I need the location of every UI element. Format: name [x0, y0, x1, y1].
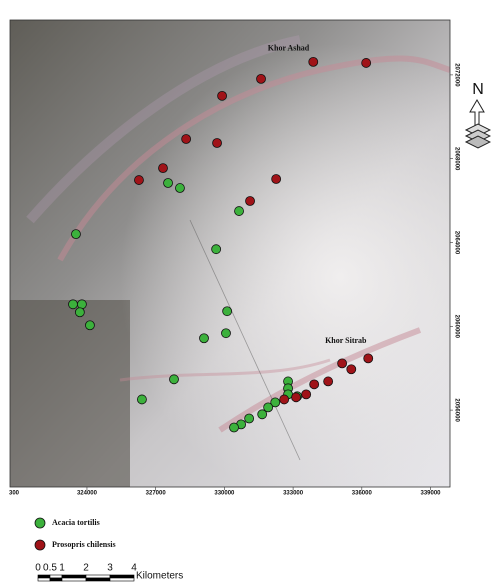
scale-label: 1 — [59, 563, 65, 574]
point — [175, 183, 185, 193]
point — [134, 175, 144, 185]
north-label: N — [472, 81, 484, 98]
x-tick-label: 324000 — [77, 491, 98, 497]
scale-unit: Kilometers — [136, 571, 183, 582]
scale-segment — [49, 577, 63, 582]
point — [301, 389, 312, 400]
point — [158, 163, 168, 174]
north-arrow: N — [464, 81, 491, 149]
point — [211, 244, 222, 255]
legend-marker — [34, 517, 46, 529]
point — [199, 333, 209, 344]
legend-marker — [34, 539, 46, 551]
x-tick-label: 333000 — [283, 491, 304, 497]
point — [221, 328, 231, 339]
legend-label: Prosopris chilensis — [52, 540, 116, 549]
point — [270, 397, 281, 408]
scale-label: 2 — [83, 563, 89, 574]
point — [71, 229, 81, 240]
point — [74, 307, 85, 318]
point — [291, 392, 301, 403]
point — [244, 413, 255, 424]
y-tick-label: 2072000 — [453, 63, 459, 87]
point — [245, 196, 255, 206]
y-tick-label: 2068000 — [453, 147, 459, 171]
scale-segment — [85, 574, 111, 579]
point — [137, 394, 147, 405]
scale-label: 4 — [131, 563, 137, 574]
x-tick-label: 300 — [9, 491, 20, 497]
point — [363, 353, 374, 364]
x-tick-label: 336000 — [352, 491, 373, 497]
point — [229, 422, 239, 433]
x-tick-label: 330000 — [214, 491, 235, 497]
x-tick-label: 327000 — [146, 491, 167, 497]
point — [271, 174, 282, 184]
annotation: Khor Ashad — [268, 44, 310, 53]
point — [256, 73, 266, 84]
point — [337, 358, 348, 369]
point — [222, 306, 233, 317]
point — [309, 379, 320, 390]
scale-segment — [61, 574, 87, 579]
point — [361, 58, 372, 68]
scale-segment — [109, 577, 135, 582]
point — [234, 206, 244, 216]
map-frame — [9, 19, 451, 488]
point — [181, 134, 192, 144]
scale-segment — [109, 574, 135, 579]
scale-label: 3 — [107, 563, 113, 574]
legend-label: Acacia tortilis — [52, 518, 100, 527]
point — [68, 299, 78, 310]
point — [212, 138, 222, 148]
point — [77, 299, 87, 310]
y-tick-label: 2060000 — [453, 315, 459, 339]
scale-label: 0.5 — [43, 563, 57, 574]
point — [217, 90, 227, 101]
imagery — [10, 20, 450, 487]
point — [263, 402, 274, 413]
point — [169, 374, 179, 385]
scale-segment — [37, 574, 51, 579]
scale-label: 0 — [35, 563, 41, 574]
point — [163, 178, 173, 188]
annotation: Khor Sitrab — [325, 336, 367, 345]
scale-segment — [61, 577, 87, 582]
x-tick-label: 339000 — [421, 491, 442, 497]
y-tick-label: 2064000 — [453, 231, 459, 255]
scale-segment — [37, 577, 51, 582]
scale-segment — [49, 574, 63, 579]
point — [85, 320, 95, 331]
point — [308, 57, 319, 67]
point — [346, 364, 357, 375]
point — [323, 376, 334, 387]
scale-segment — [85, 577, 111, 582]
point — [279, 394, 290, 405]
y-tick-label: 2056000 — [453, 398, 459, 422]
point — [257, 409, 268, 420]
